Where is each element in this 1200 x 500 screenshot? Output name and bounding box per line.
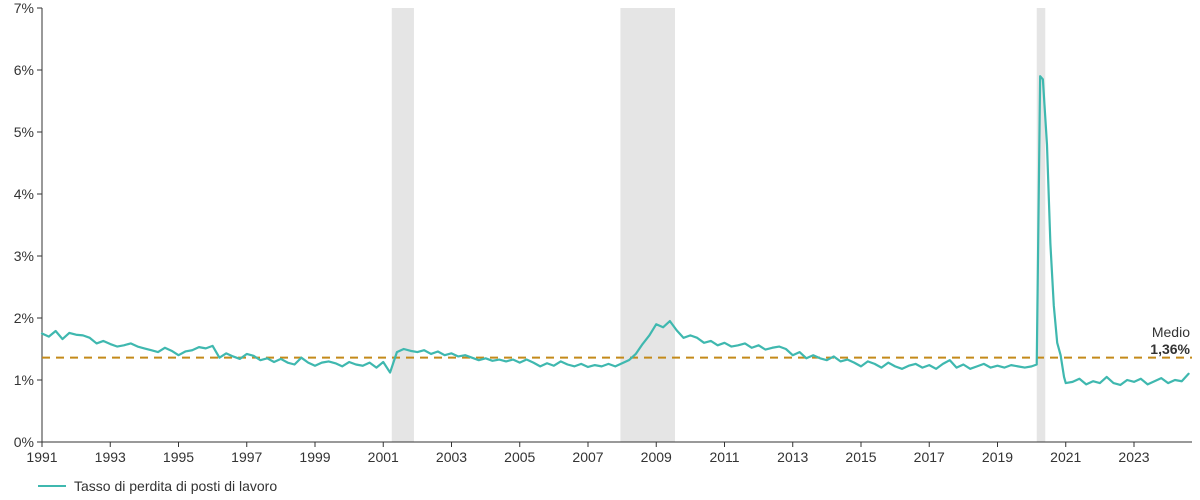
svg-text:0%: 0% — [14, 434, 34, 450]
svg-text:2007: 2007 — [572, 449, 603, 465]
svg-text:1999: 1999 — [299, 449, 330, 465]
chart-svg: 0% 1% 2% 3% 4% 5% 6% 7% 1991 1993 1995 1997 1999 2001… — [0, 0, 1200, 500]
avg-label-top: Medio — [1150, 324, 1190, 342]
svg-text:2%: 2% — [14, 310, 34, 326]
svg-text:2015: 2015 — [845, 449, 876, 465]
svg-text:1%: 1% — [14, 372, 34, 388]
svg-text:2019: 2019 — [982, 449, 1013, 465]
svg-text:5%: 5% — [14, 124, 34, 140]
svg-text:2017: 2017 — [914, 449, 945, 465]
svg-text:6%: 6% — [14, 62, 34, 78]
svg-text:3%: 3% — [14, 248, 34, 264]
svg-text:7%: 7% — [14, 0, 34, 16]
legend-label: Tasso di perdita di posti di lavoro — [74, 478, 277, 494]
svg-text:2023: 2023 — [1118, 449, 1149, 465]
job-loss-rate-chart: 0% 1% 2% 3% 4% 5% 6% 7% 1991 1993 1995 1997 1999 2001… — [0, 0, 1200, 500]
svg-text:1997: 1997 — [231, 449, 262, 465]
svg-text:2001: 2001 — [368, 449, 399, 465]
avg-label-value: 1,36% — [1150, 341, 1190, 359]
svg-text:2003: 2003 — [436, 449, 467, 465]
svg-text:2021: 2021 — [1050, 449, 1081, 465]
svg-text:2013: 2013 — [777, 449, 808, 465]
legend: Tasso di perdita di posti di lavoro — [38, 478, 277, 494]
svg-text:2005: 2005 — [504, 449, 535, 465]
svg-text:1993: 1993 — [95, 449, 126, 465]
average-line-label: Medio 1,36% — [1150, 324, 1190, 359]
svg-text:4%: 4% — [14, 186, 34, 202]
svg-text:2011: 2011 — [709, 449, 739, 465]
svg-text:1995: 1995 — [163, 449, 194, 465]
legend-swatch — [38, 485, 66, 487]
svg-text:1991: 1991 — [26, 449, 57, 465]
svg-text:2009: 2009 — [641, 449, 672, 465]
